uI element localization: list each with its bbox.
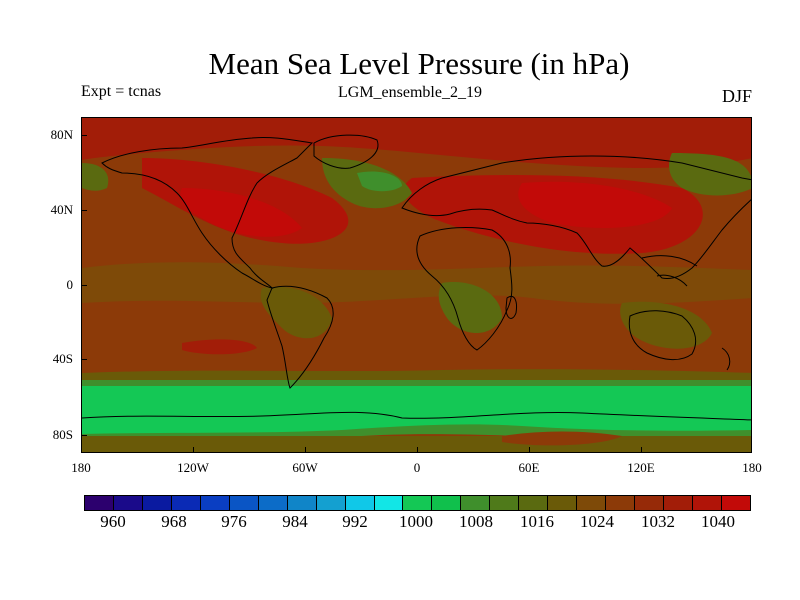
australia-low [620,301,712,349]
lon-label-180e: 180 [742,460,762,475]
colorbar [84,495,751,511]
australia-coast [628,310,697,360]
colorbar-label: 976 [221,512,247,531]
lat-label-80s: 80S [52,427,73,442]
colorbar-swatch [548,496,578,510]
colorbar-swatch [519,496,549,510]
colorbar-swatch [171,496,201,510]
colorbar-swatch [200,496,230,510]
colorbar-swatch [403,496,433,510]
southern-trough [82,386,751,434]
colorbar-swatch [345,496,375,510]
colorbar-label: 1000 [399,512,433,531]
lon-label-60e: 60E [518,460,540,475]
africa-low [438,282,502,333]
colorbar-label: 968 [161,512,187,531]
greenland-coast [313,134,379,169]
lat-tick [81,435,87,436]
south-pacific-high [182,339,257,355]
colorbar-label: 984 [282,512,308,531]
colorbar-swatch [142,496,172,510]
lat-tick [81,210,87,211]
colorbar-swatch [490,496,520,510]
colorbar-swatch [635,496,665,510]
antarctic-high-core [502,431,622,446]
antarctica-coast [82,411,751,421]
lon-label-120w: 120W [177,460,209,475]
pressure-field [82,118,751,452]
lat-label-40n: 40N [50,202,73,217]
lat-label-40s: 40S [52,351,73,366]
colorbar-label: 1032 [641,512,675,531]
lon-label-60w: 60W [292,460,318,475]
africa-coast [416,227,513,351]
lat-tick [81,285,87,286]
lon-tick [305,447,306,453]
lon-label-180w: 180 [71,460,91,475]
experiment-label: Expt = tcnas [81,83,162,100]
new-zealand-coast [721,347,731,371]
lon-label-120e: 120E [627,460,655,475]
colorbar-label: 1016 [520,512,554,531]
ensemble-label: LGM_ensemble_2_19 [338,84,482,101]
aleutian-low-west [82,163,109,191]
aleutian-low [669,153,751,196]
colorbar-label: 1040 [701,512,735,531]
chart-title: Mean Sea Level Pressure (in hPa) [208,46,630,81]
colorbar-label: 960 [100,512,126,531]
south-america-coast [266,285,334,389]
colorbar-swatch [461,496,491,510]
colorbar-swatch [287,496,317,510]
siberian-high [518,181,672,228]
south-america-low [260,286,332,339]
lat-tick [81,135,87,136]
colorbar-swatch [606,496,636,510]
lat-tick [81,359,87,360]
lon-tick [641,447,642,453]
arctic-high [82,118,751,168]
coastlines [82,134,751,421]
north-america-coast [101,137,314,289]
colorbar-label: 992 [342,512,368,531]
colorbar-swatch [577,496,607,510]
lon-label-0: 0 [413,460,421,475]
colorbar-swatch [258,496,288,510]
lat-label-0: 0 [66,277,74,292]
lon-tick [529,447,530,453]
lon-tick [417,447,418,453]
colorbar-swatch [374,496,404,510]
laurentide-high [180,188,302,237]
eurasia-coast [401,155,751,279]
maritime-continent-coast [641,255,698,287]
colorbar-label: 1008 [459,512,493,531]
colorbar-swatch [113,496,143,510]
colorbar-swatch [316,496,346,510]
lat-label-80n: 80N [50,127,73,142]
colorbar-swatch [432,496,462,510]
colorbar-swatch [229,496,259,510]
equatorial-band [82,262,751,304]
colorbar-swatch [693,496,722,510]
colorbar-swatch [664,496,694,510]
colorbar-swatch [85,496,114,510]
colorbar-swatch [721,496,750,510]
lon-tick [193,447,194,453]
icelandic-low-core [357,171,402,192]
season-label: DJF [722,86,753,106]
pressure-map [81,117,752,453]
madagascar-coast [505,295,517,319]
colorbar-label: 1024 [580,512,614,531]
